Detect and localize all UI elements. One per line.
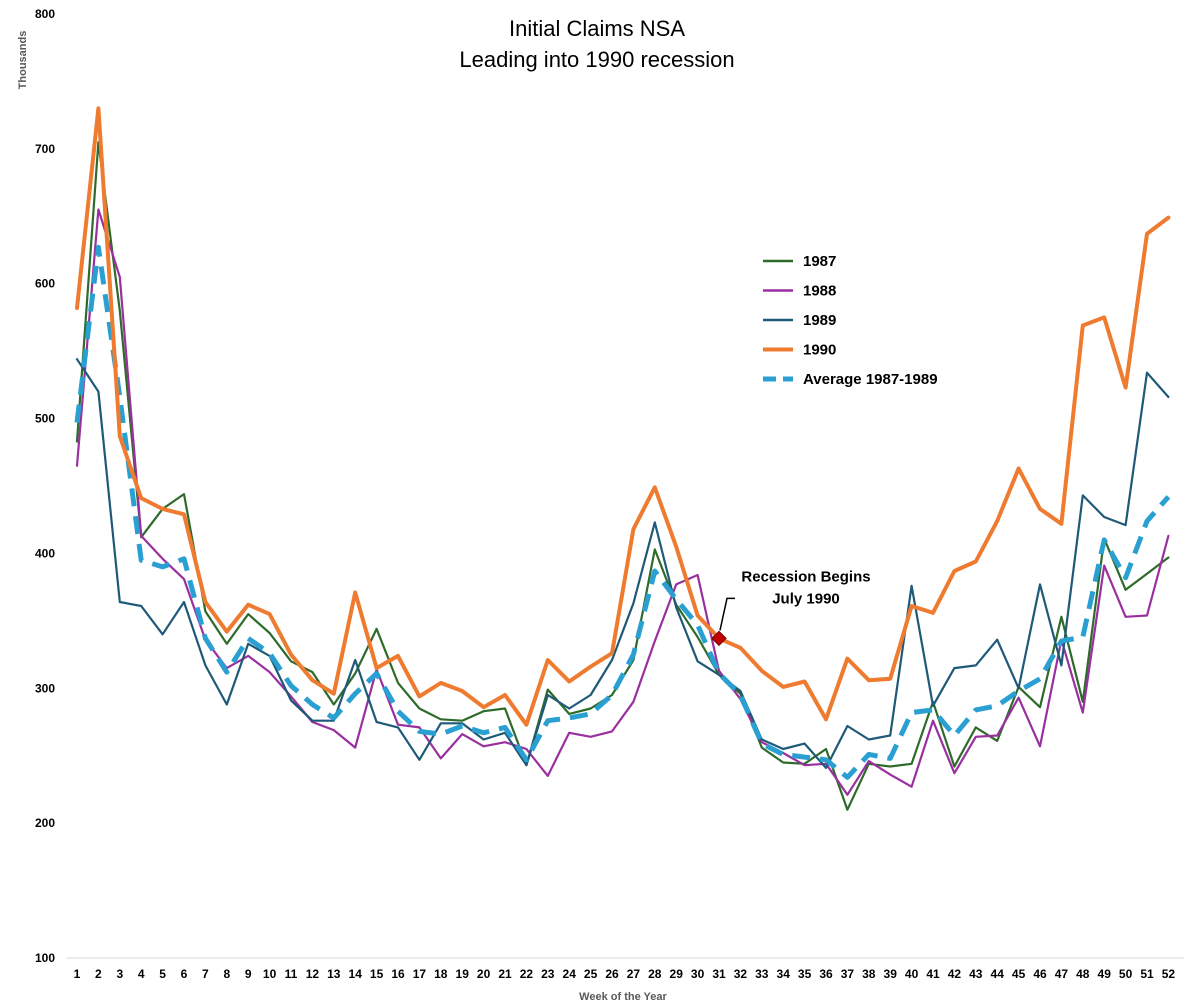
x-tick-label-42: 42 xyxy=(948,967,962,981)
x-tick-label-36: 36 xyxy=(819,967,833,981)
x-tick-label-45: 45 xyxy=(1012,967,1026,981)
x-tick-label-44: 44 xyxy=(991,967,1005,981)
x-tick-label-21: 21 xyxy=(498,967,512,981)
annotation-leader-line xyxy=(719,597,735,631)
x-tick-label-39: 39 xyxy=(884,967,898,981)
y-tick-label-700: 700 xyxy=(35,142,55,156)
legend-label-1990: 1990 xyxy=(803,342,836,359)
x-tick-label-27: 27 xyxy=(627,967,641,981)
x-tick-label-11: 11 xyxy=(285,967,298,981)
x-tick-label-5: 5 xyxy=(159,967,166,981)
x-tick-label-37: 37 xyxy=(841,967,855,981)
x-tick-label-10: 10 xyxy=(263,967,277,981)
x-tick-label-30: 30 xyxy=(691,967,705,981)
x-tick-label-20: 20 xyxy=(477,967,491,981)
annotation-text-line-2: July 1990 xyxy=(772,590,840,607)
y-axis-ticks: 100 200 300 400 500 600 700 800 xyxy=(35,7,55,965)
x-tick-label-16: 16 xyxy=(391,967,405,981)
x-tick-label-2: 2 xyxy=(95,967,102,981)
x-tick-label-41: 41 xyxy=(926,967,940,981)
x-axis-label: Week of the Year xyxy=(579,991,667,1003)
x-tick-label-31: 31 xyxy=(712,967,726,981)
x-tick-label-50: 50 xyxy=(1119,967,1133,981)
series-layer xyxy=(74,106,1171,811)
legend-label-1987: 1987 xyxy=(803,253,836,270)
legend-label-1989: 1989 xyxy=(803,312,836,329)
series-line-1989 xyxy=(75,358,1170,770)
x-tick-label-13: 13 xyxy=(327,967,341,981)
x-tick-label-35: 35 xyxy=(798,967,812,981)
x-tick-label-7: 7 xyxy=(202,967,209,981)
x-tick-label-51: 51 xyxy=(1140,967,1154,981)
x-tick-label-48: 48 xyxy=(1076,967,1090,981)
x-tick-label-23: 23 xyxy=(541,967,555,981)
chart-title: Initial Claims NSA Leading into 1990 rec… xyxy=(459,16,734,72)
x-tick-label-14: 14 xyxy=(349,967,363,981)
x-tick-label-25: 25 xyxy=(584,967,598,981)
x-tick-label-19: 19 xyxy=(456,967,470,981)
x-tick-label-40: 40 xyxy=(905,967,919,981)
x-tick-label-18: 18 xyxy=(434,967,448,981)
x-tick-label-33: 33 xyxy=(755,967,769,981)
y-tick-label-500: 500 xyxy=(35,412,55,426)
y-tick-label-300: 300 xyxy=(35,681,55,695)
x-tick-label-47: 47 xyxy=(1055,967,1069,981)
x-tick-label-6: 6 xyxy=(181,967,188,981)
chart-title-line-2: Leading into 1990 recession xyxy=(459,47,734,72)
x-tick-label-17: 17 xyxy=(413,967,427,981)
y-tick-label-100: 100 xyxy=(35,951,55,965)
annotation-marker xyxy=(711,630,727,647)
x-tick-label-26: 26 xyxy=(605,967,619,981)
y-tick-label-600: 600 xyxy=(35,277,55,291)
x-tick-label-4: 4 xyxy=(138,967,145,981)
legend-label-1988: 1988 xyxy=(803,283,836,300)
x-tick-label-8: 8 xyxy=(223,967,230,981)
y-tick-label-800: 800 xyxy=(35,7,55,21)
annotation-layer: Recession Begins July 1990 xyxy=(711,568,871,647)
series-line-1988 xyxy=(75,208,1170,796)
legend: 1987 1988 1989 1990 Average 1987-1989 xyxy=(763,253,938,388)
annotation-text-line-1: Recession Begins xyxy=(741,568,870,585)
series-line-1990 xyxy=(75,106,1171,727)
x-tick-label-49: 49 xyxy=(1098,967,1112,981)
x-tick-label-29: 29 xyxy=(670,967,684,981)
x-tick-label-3: 3 xyxy=(116,967,123,981)
x-tick-label-1: 1 xyxy=(74,967,81,981)
x-tick-label-52: 52 xyxy=(1162,967,1176,981)
x-tick-label-34: 34 xyxy=(777,967,791,981)
x-tick-label-24: 24 xyxy=(563,967,577,981)
x-tick-label-28: 28 xyxy=(648,967,662,981)
series-line-average-1987-1989 xyxy=(74,244,1171,780)
x-tick-label-12: 12 xyxy=(306,967,320,981)
x-tick-label-22: 22 xyxy=(520,967,534,981)
legend-label-average-1987-1989: Average 1987-1989 xyxy=(803,371,938,388)
x-tick-label-15: 15 xyxy=(370,967,384,981)
chart-title-line-1: Initial Claims NSA xyxy=(509,16,685,41)
y-axis-label: Thousands xyxy=(17,31,29,90)
x-axis-ticks: 1 2 3 4 5 6 7 8 9 10 11 12 13 14 15 16 17 18 19 20 21 22 23 24 2… xyxy=(74,967,1176,981)
y-tick-label-400: 400 xyxy=(35,546,55,560)
x-tick-label-43: 43 xyxy=(969,967,983,981)
x-tick-label-46: 46 xyxy=(1033,967,1047,981)
x-tick-label-32: 32 xyxy=(734,967,748,981)
x-tick-label-9: 9 xyxy=(245,967,252,981)
x-tick-label-38: 38 xyxy=(862,967,876,981)
y-tick-label-200: 200 xyxy=(35,816,55,830)
